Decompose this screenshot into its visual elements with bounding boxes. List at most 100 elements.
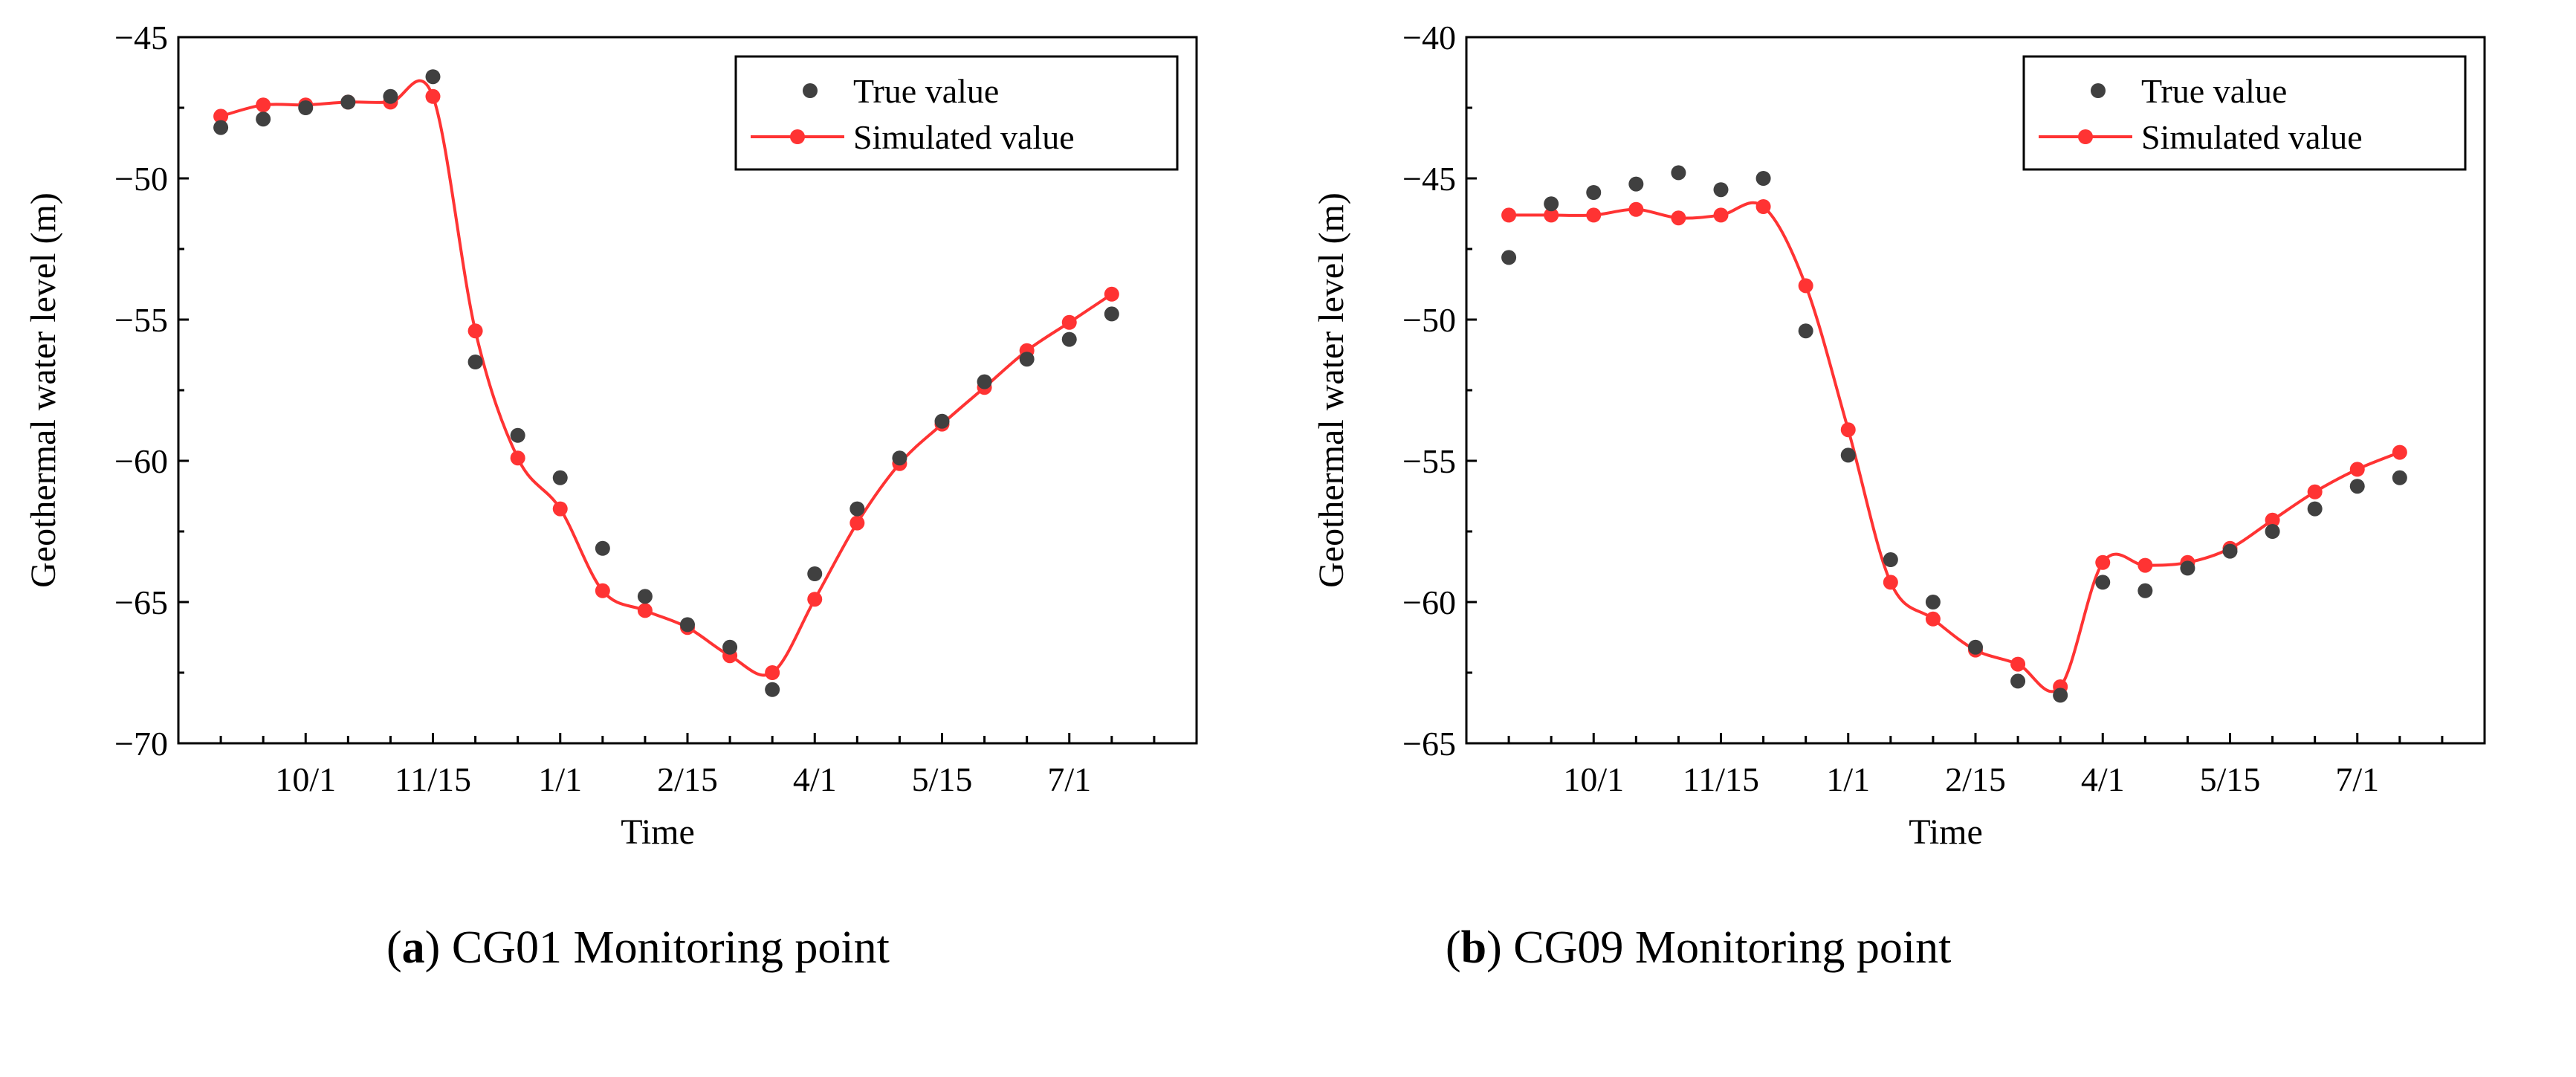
true-point [2265,524,2280,539]
legend-sim-label: Simulated value [853,118,1075,156]
x-tick-label: 4/1 [2081,760,2125,798]
simulated-point [1586,207,1602,223]
true-point [552,470,568,485]
x-tick-label: 11/15 [395,760,471,798]
true-point [510,427,525,443]
simulated-point [1925,611,1941,627]
simulated-point [637,603,653,618]
true-point [1671,165,1686,181]
y-tick-label: −55 [114,301,168,339]
simulated-point [595,583,610,598]
simulated-point [1798,278,1813,294]
true-point [1925,595,1941,609]
true-point [1019,352,1035,367]
simulated-point [1544,207,1559,223]
simulated-point [2307,484,2323,499]
simulated-point [2349,462,2365,477]
true-point [2180,560,2195,576]
true-point [2138,583,2153,598]
true-point [1968,639,1983,655]
simulated-point [765,665,780,680]
y-tick-label: −45 [1402,160,1456,198]
x-axis-title: Time [1909,812,1983,852]
true-point [1755,171,1771,186]
true-point [1544,196,1559,212]
simulated-point [1628,201,1644,217]
true-point [2307,501,2323,517]
x-tick-label: 7/1 [1047,760,1091,798]
y-tick-label: −40 [1402,19,1456,56]
true-point [1104,306,1119,322]
simulated-point [850,515,865,531]
legend-true-label: True value [2141,72,2287,110]
simulated-point [2265,512,2280,528]
legend-box [734,55,1179,171]
x-tick-label: 11/15 [1683,760,1759,798]
legend-box [2022,55,2467,171]
simulated-line [1509,201,2401,693]
true-point [1798,323,1813,339]
y-tick-label: −50 [1402,301,1456,339]
legend-sim-marker [790,129,805,144]
true-point [892,450,907,466]
x-tick-label: 7/1 [2335,760,2379,798]
x-tick-label: 5/15 [912,760,973,798]
caption-a-text: CG01 Monitoring point [440,922,890,973]
chart-a: −45 −50 −55 −60 −65 −70 10/1 11/15 1/1 2/15 4/1 5/1… [24,19,1198,852]
panel-a: −45 −50 −55 −60 −65 −70 10/1 11/15 1/1 2/15 4/1 5/1… [24,19,1198,973]
true-point [637,589,653,604]
true-point [213,120,229,135]
true-point [765,682,780,697]
x-axis-title: Time [621,812,695,852]
caption-a: (a) CG01 Monitoring point [386,922,890,973]
true-point [2392,470,2407,485]
true-point [934,413,950,429]
true-point [2053,688,2068,703]
true-point [1586,185,1602,200]
simulated-point [1104,286,1119,302]
x-tick-label: 5/15 [2200,760,2261,798]
simulated-point [1713,207,1729,223]
true-point [977,374,992,389]
simulated-point [1755,199,1771,214]
y-tick-label: −60 [1402,583,1456,621]
true-point [298,100,314,115]
y-tick-label: −45 [114,19,168,56]
x-tick-label: 1/1 [538,760,582,798]
y-tick-label: −55 [1402,442,1456,480]
true-point [340,94,356,110]
true-point [383,88,398,104]
true-point [850,501,865,517]
chart-b: −40 −45 −50 −55 −60 −65 10/1 11/15 1/1 2/15 4/1 5/1… [1312,19,2486,852]
true-point [595,540,610,556]
y-axis-title: Geothermal water level (m) [1312,193,1351,588]
y-tick-label: −65 [114,583,168,621]
true-point [1061,331,1077,347]
true-point [807,566,823,581]
simulated-point [2095,554,2111,570]
x-tick-label: 2/15 [657,760,718,798]
simulated-point [552,501,568,517]
true-point [2349,479,2365,494]
true-point [2010,673,2026,689]
true-point [425,69,441,85]
x-tick-label: 4/1 [793,760,837,798]
true-point [1840,447,1856,463]
simulated-point [1840,422,1856,438]
x-tick-label: 10/1 [275,760,336,798]
caption-b-text: CG09 Monitoring point [1501,922,1952,973]
legend-true-label: True value [853,72,999,110]
legend-sim-label: Simulated value [2141,118,2363,156]
y-tick-label: −50 [114,160,168,198]
simulated-point [510,450,525,466]
simulated-point [1883,575,1898,590]
legend-true-marker [803,83,818,98]
legend-true-marker [2091,83,2106,98]
simulated-point [1061,314,1077,330]
true-point [2222,543,2238,559]
x-tick-label: 2/15 [1945,760,2006,798]
true-point [1883,552,1898,567]
true-point [467,355,483,369]
y-tick-label: −60 [114,442,168,480]
simulated-point [256,97,271,113]
